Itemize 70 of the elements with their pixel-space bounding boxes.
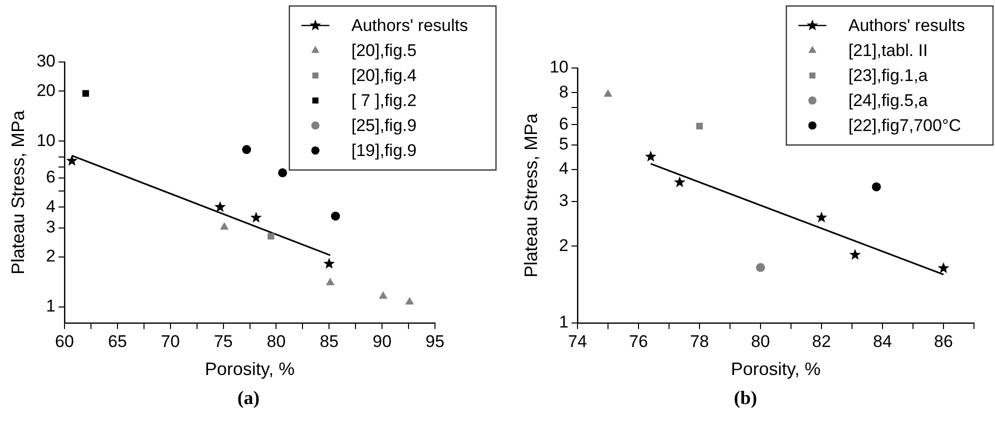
point [323, 258, 335, 269]
x-tick-label: 75 [214, 332, 233, 351]
x-tick-label: 65 [108, 332, 127, 351]
y-axis-title: Plateau Stress, MPa [8, 109, 28, 275]
x-tick-label: 76 [629, 332, 648, 351]
x-axis-title: Porosity, % [730, 359, 821, 380]
point [268, 232, 274, 240]
x-tick-label: 85 [320, 332, 339, 351]
x-tick-label: 74 [568, 332, 587, 351]
point [816, 212, 828, 222]
legend-label: [ 7 ],fig.2 [351, 91, 417, 110]
x-tick-label: 84 [873, 332, 892, 351]
y-tick-label: 10 [550, 58, 569, 77]
legend-label: [21],tabl. II [848, 41, 928, 60]
y-tick-label: 5 [559, 134, 569, 154]
legend-label: [22],fig7,700°C [848, 116, 962, 136]
point [872, 182, 881, 192]
point [250, 212, 262, 223]
point [849, 248, 861, 260]
x-tick-label: 60 [55, 332, 74, 351]
point [220, 222, 228, 230]
point [242, 145, 252, 154]
point [406, 298, 414, 305]
y-tick-label: 10 [36, 130, 56, 150]
point [645, 150, 656, 162]
point [214, 201, 226, 212]
y-tick-label: 4 [46, 196, 56, 216]
y-tick-label: 3 [46, 218, 56, 237]
x-axis-title: Porosity, % [204, 359, 295, 380]
x-tick-label: 80 [751, 332, 770, 351]
y-tick-label: 3 [559, 191, 569, 210]
y-axis-title: Plateau Stress, MPa [520, 112, 541, 278]
legend-label: Authors' results [848, 16, 966, 36]
point [379, 292, 388, 299]
y-tick-label: 1 [559, 312, 569, 332]
x-tick-label: 90 [372, 332, 392, 351]
y-tick-label: 6 [559, 114, 569, 134]
point [82, 90, 90, 97]
y-tick-label: 8 [559, 82, 569, 102]
legend-label: [20],fig.4 [351, 66, 417, 86]
text: (a) [236, 388, 261, 410]
y-tick-label: 2 [46, 246, 56, 266]
y-tick-label: 4 [559, 159, 569, 178]
legend-label: [24],fig.5,a [848, 91, 928, 110]
point [756, 263, 766, 272]
point [674, 176, 686, 188]
y-tick-label: 1 [46, 296, 56, 316]
x-tick-label: 82 [812, 332, 831, 351]
y-tick-label: 20 [36, 80, 56, 100]
text: (b) [732, 388, 758, 410]
point [326, 278, 334, 286]
legend-label: Authors' results [351, 16, 468, 36]
point [278, 168, 288, 178]
point [66, 154, 78, 166]
legend-label: [20],fig.5 [351, 41, 417, 60]
x-tick-label: 70 [160, 332, 180, 351]
y-tick-label: 2 [559, 236, 569, 255]
legend-label: [19],fig.9 [351, 141, 417, 160]
x-tick-label: 86 [934, 332, 953, 351]
x-tick-label: 78 [690, 332, 709, 351]
legend-label: [23],fig.1,a [848, 66, 928, 86]
point [604, 90, 612, 97]
y-tick-label: 6 [46, 168, 56, 187]
legend-label: [25],fig.9 [351, 116, 417, 136]
point [330, 212, 340, 221]
point [938, 262, 950, 274]
x-tick-label: 95 [426, 332, 444, 351]
x-tick-label: 80 [266, 332, 286, 351]
y-tick-label: 30 [36, 52, 56, 71]
point [696, 122, 703, 130]
